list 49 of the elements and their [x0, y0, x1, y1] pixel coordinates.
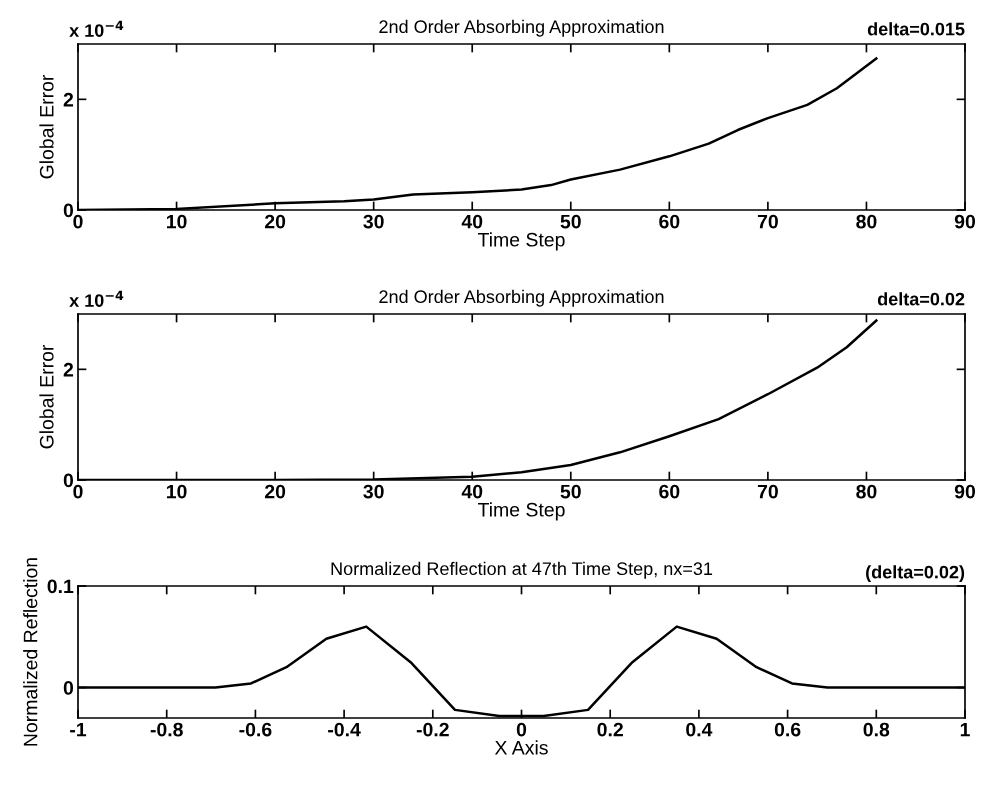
y-tick-label: 2: [63, 362, 74, 377]
x-tick-label: -0.4: [328, 722, 361, 737]
x-axis-title: X Axis: [494, 740, 548, 755]
x-tick-label: 40: [461, 484, 483, 499]
x-tick-label: 50: [560, 484, 581, 499]
text: delta=0.02: [877, 292, 965, 306]
text: x 10$^{−4}$: [69, 20, 124, 37]
x-tick-label: 0.4: [686, 722, 713, 737]
x-tick-label: 40: [461, 214, 483, 229]
x-tick-label: 0.2: [597, 722, 623, 737]
y-tick-label: 2: [63, 92, 74, 107]
y-tick-label: 0: [63, 473, 74, 488]
y-axis-title: Global Error: [39, 74, 54, 179]
x-tick-label: -0.2: [416, 722, 449, 737]
x-tick-label: 80: [856, 484, 877, 499]
chart-title: 2nd Order Absorbing Approximation: [379, 19, 664, 37]
y-tick-label: 0.1: [47, 579, 74, 594]
x-tick-label: 90: [954, 484, 976, 499]
x-tick-label: 60: [659, 214, 680, 229]
text: (delta=0.02): [866, 565, 965, 583]
x-tick-label: -0.8: [150, 722, 183, 737]
chart-title: Normalized Reflection at 47th Time Step, nx=31: [331, 561, 713, 579]
y-axis-title: Normalized Reflection: [23, 558, 38, 746]
y-axis-title: Global Error: [39, 344, 54, 449]
x-axis-title: Time Step: [478, 232, 565, 251]
x-tick-label: 10: [166, 214, 187, 229]
chart-title: 2nd Order Absorbing Approximation: [379, 289, 664, 307]
x-tick-label: 30: [363, 214, 384, 229]
x-tick-label: 50: [560, 214, 581, 229]
x-tick-label: 20: [264, 484, 286, 499]
x-tick-label: 70: [757, 214, 778, 229]
y-tick-label: 0: [63, 681, 74, 695]
text: delta=0.015: [867, 22, 965, 36]
x-tick-label: -0.6: [239, 722, 272, 737]
x-tick-label: 1: [960, 722, 970, 737]
x-tick-label: 0.8: [863, 722, 890, 737]
x-tick-label: 10: [166, 484, 187, 499]
y-tick-label: 0: [63, 203, 74, 218]
x-tick-label: 20: [264, 214, 286, 229]
x-axis-title: Time Step: [478, 502, 565, 521]
x-tick-label: 0.6: [774, 722, 801, 737]
x-tick-label: 90: [954, 214, 976, 229]
x-tick-label: 80: [856, 214, 877, 229]
x-tick-label: -1: [70, 722, 87, 737]
x-tick-label: 60: [659, 484, 680, 499]
x-tick-label: 30: [363, 484, 384, 499]
x-tick-label: 0: [516, 722, 527, 737]
x-tick-label: 70: [757, 484, 778, 499]
text: x 10$^{−4}$: [69, 290, 124, 307]
